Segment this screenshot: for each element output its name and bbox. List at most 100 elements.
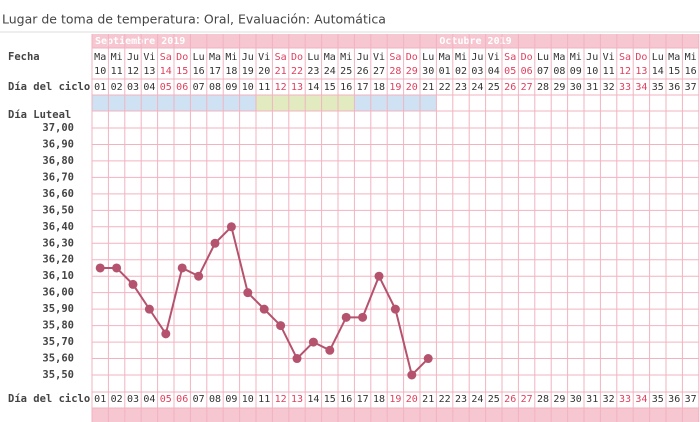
y-tick-label: 35,80 [42, 320, 74, 332]
phase-cell [141, 95, 158, 111]
x-tick-label: 13 [635, 66, 647, 77]
cycle-day-label: 18 [373, 394, 385, 405]
phase-cell [174, 95, 191, 111]
phase-cell [190, 95, 207, 111]
weekday-label: Ma [668, 52, 680, 63]
x-tick-label: 26 [357, 66, 369, 77]
cycle-day-label: 34 [635, 82, 647, 93]
temperature-point [112, 263, 122, 273]
x-tick-label: 15 [176, 66, 188, 77]
cycle-day-label: 30 [570, 394, 582, 405]
phase-cell [403, 95, 420, 111]
weekday-label: Ju [586, 52, 598, 63]
cycle-day-label: 28 [537, 394, 549, 405]
temperature-point [161, 329, 171, 339]
y-tick-label: 36,00 [42, 287, 74, 299]
weekday-label: Sa [160, 52, 172, 63]
cycle-day-label: 15 [324, 82, 336, 93]
weekday-label: Vi [603, 52, 615, 63]
temperature-point [226, 222, 236, 232]
temperature-point [423, 354, 433, 364]
x-tick-label: 08 [553, 66, 565, 77]
cycle-day-label: 31 [586, 394, 598, 405]
cycle-day-label: 08 [209, 82, 221, 93]
x-tick-label: 12 [619, 66, 631, 77]
cycle-day-label: 27 [521, 82, 533, 93]
cycle-day-label: 05 [160, 394, 172, 405]
x-tick-label: 01 [439, 66, 451, 77]
cycle-day-label: 33 [619, 394, 631, 405]
cycle-day-label: 03 [127, 82, 139, 93]
weekday-label: Ju [357, 52, 369, 63]
cycle-day-label: 36 [668, 82, 680, 93]
phase-cell [239, 95, 256, 111]
weekday-label: Do [521, 52, 533, 63]
x-tick-label: 17 [209, 66, 221, 77]
x-tick-label: 10 [586, 66, 598, 77]
weekday-label: Mi [570, 52, 582, 63]
x-tick-label: 22 [291, 66, 303, 77]
cycle-day-label: 10 [242, 82, 254, 93]
cycle-day-label: 27 [521, 394, 533, 405]
temperature-point [390, 304, 400, 314]
weekday-label: Ma [94, 52, 106, 63]
x-tick-label: 12 [127, 66, 139, 77]
y-tick-label: 35,60 [42, 353, 74, 365]
y-tick-label: 36,50 [42, 204, 74, 216]
cycle-day-label: 16 [340, 394, 352, 405]
cycle-day-label: 18 [373, 82, 385, 93]
temperature-point [194, 271, 204, 281]
cycle-day-label: 13 [291, 82, 303, 93]
x-tick-label: 30 [422, 66, 434, 77]
cycle-day-label: 17 [357, 82, 369, 93]
cycle-day-label: 36 [668, 394, 680, 405]
phase-cell [420, 95, 437, 111]
weekday-label: Do [291, 52, 303, 63]
cycle-day-label: 03 [127, 394, 139, 405]
cycle-day-label: 20 [406, 394, 418, 405]
x-tick-label: 14 [652, 66, 664, 77]
cycle-day-label: 02 [111, 82, 123, 93]
cycle-day-label: 31 [586, 82, 598, 93]
cycle-day-label: 02 [111, 394, 123, 405]
cycle-day-label: 23 [455, 82, 467, 93]
cycle-day-label: 22 [439, 82, 451, 93]
x-tick-label: 23 [307, 66, 319, 77]
cycle-day-label: 25 [488, 394, 500, 405]
x-tick-label: 29 [406, 66, 418, 77]
temperature-point [292, 354, 302, 364]
cycle-day-label: 13 [291, 394, 303, 405]
cycle-day-label: 09 [225, 82, 237, 93]
cycle-day-label: 32 [603, 394, 615, 405]
y-tick-label: 35,70 [42, 336, 74, 348]
weekday-label: Ju [127, 52, 139, 63]
cycle-day-label: 05 [160, 82, 172, 93]
cycle-day-label: 15 [324, 394, 336, 405]
phase-cell [370, 95, 388, 111]
phase-cell [338, 95, 355, 111]
phase-cell [108, 95, 125, 111]
cycle-day-label: 21 [422, 394, 434, 405]
cycle-day-label: 01 [94, 394, 106, 405]
y-tick-label: 36,90 [42, 138, 74, 150]
x-tick-label: 18 [225, 66, 237, 77]
x-tick-label: 19 [242, 66, 254, 77]
temperature-point [341, 312, 351, 322]
y-tick-label: 36,80 [42, 155, 74, 167]
cycle-day-label: 23 [455, 394, 467, 405]
cycle-day-label: 14 [307, 394, 319, 405]
phase-cell [157, 95, 174, 111]
y-tick-label: 36,30 [42, 237, 74, 249]
x-tick-label: 07 [537, 66, 549, 77]
weekday-label: Sa [275, 52, 287, 63]
x-tick-label: 09 [570, 66, 582, 77]
cycle-day-label: 37 [685, 394, 697, 405]
cycle-day-label: 24 [471, 394, 483, 405]
cycle-day-label: 35 [652, 394, 664, 405]
cycle-day-label: 04 [143, 82, 155, 93]
cycle-day-label: 07 [193, 394, 205, 405]
temperature-point [407, 370, 417, 380]
x-tick-label: 11 [603, 66, 615, 77]
month-label: Octubre 2019 [439, 36, 511, 47]
